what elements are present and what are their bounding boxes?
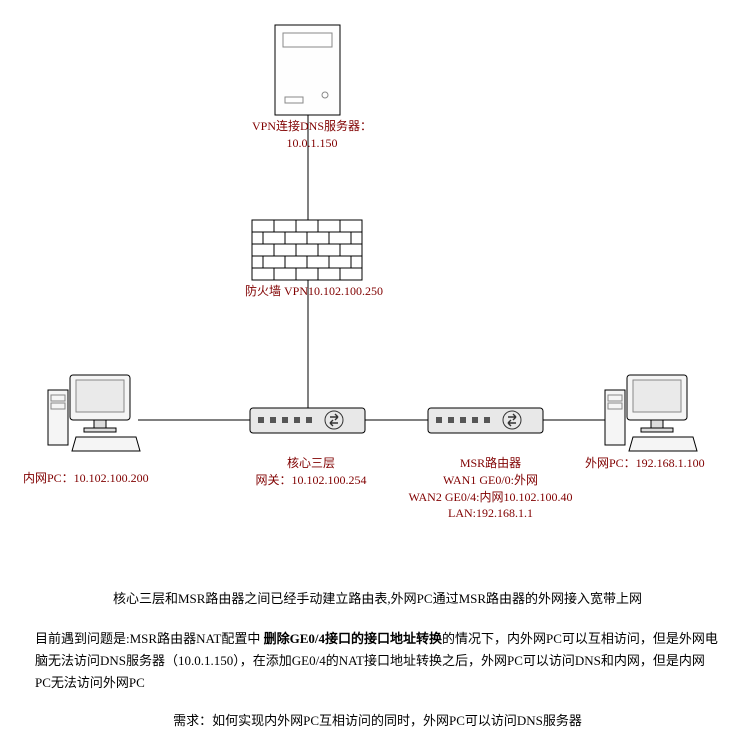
- msr-router-label: MSR路由器 WAN1 GE0/0:外网 WAN2 GE0/4:内网10.102…: [403, 455, 578, 522]
- description-para1: 核心三层和MSR路由器之间已经手动建立路由表,外网PC通过MSR路由器的外网接入…: [40, 588, 715, 610]
- server-icon: [275, 25, 340, 115]
- edges: [138, 115, 605, 420]
- description-para2: 目前遇到问题是:MSR路由器NAT配置中 删除GE0/4接口的接口地址转换的情况…: [35, 628, 720, 694]
- core-switch-label: 核心三层 网关：10.102.100.254: [246, 455, 376, 489]
- server-label: VPN连接DNS服务器： 10.0.1.150: [252, 118, 372, 152]
- firewall-label: 防火墙 VPN10.102.100.250: [234, 283, 394, 300]
- server-label-line2: 10.0.1.150: [287, 136, 338, 150]
- msr-router-icon: [428, 408, 543, 433]
- external-pc-label: 外网PC：192.168.1.100: [585, 455, 705, 472]
- internal-pc-icon: [48, 375, 140, 451]
- core-switch-icon: [250, 408, 365, 433]
- internal-pc-label: 内网PC：10.102.100.200: [23, 470, 149, 487]
- external-pc-icon: [605, 375, 697, 451]
- description-para3: 需求：如何实现内外网PC互相访问的同时，外网PC可以访问DNS服务器: [40, 710, 715, 732]
- firewall-icon: [252, 220, 362, 280]
- server-label-line1: VPN连接DNS服务器：: [252, 119, 372, 133]
